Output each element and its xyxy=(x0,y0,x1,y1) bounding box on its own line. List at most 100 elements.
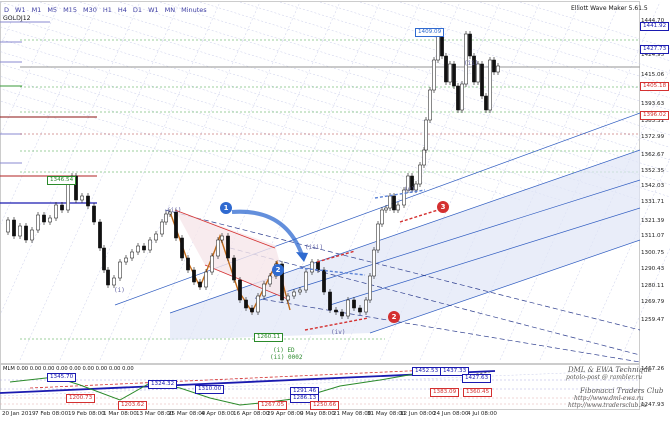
time-axis-label: 25 Mar 08:00 xyxy=(168,411,206,417)
price-axis-label: 1342.03 xyxy=(641,183,665,189)
time-axis-label: 13 Mar 08:00 xyxy=(136,411,174,417)
timeframe-button[interactable]: D xyxy=(4,6,10,14)
candle-body xyxy=(106,269,110,286)
candle-body xyxy=(436,35,440,61)
candle-body xyxy=(392,195,396,211)
timeframe-button[interactable]: H1 xyxy=(102,6,112,14)
timeframe-button[interactable]: W1 xyxy=(15,6,26,14)
candle-body xyxy=(130,251,134,259)
price-axis-label: 1383.31 xyxy=(641,118,665,124)
price-axis-label: 1444.70 xyxy=(641,18,665,24)
marker-2-blue: 2 xyxy=(272,264,284,276)
price-axis-label: 1290.43 xyxy=(641,266,665,272)
candle-body xyxy=(402,189,406,206)
time-axis-label: 31 May 08:00 xyxy=(367,411,406,417)
candle-body xyxy=(92,205,96,223)
time-axis-label: 19 Feb 08:00 xyxy=(68,411,105,417)
candle-body xyxy=(492,59,496,73)
candle-body xyxy=(340,311,344,317)
candle-body xyxy=(418,164,422,185)
candle-body xyxy=(24,225,28,241)
timeframe-button[interactable]: D1 xyxy=(132,6,143,14)
candle-body xyxy=(428,89,432,121)
timeframe-button[interactable]: W1 xyxy=(148,6,159,14)
candle-body xyxy=(12,219,16,237)
wave-label: (i) xyxy=(114,287,125,294)
price-box: 1405.18 xyxy=(640,82,670,91)
candle-body xyxy=(322,269,326,293)
sub-price-box: 1286.13 xyxy=(290,394,320,403)
signature-line: potolo-post @ rambler.ru xyxy=(566,374,643,381)
sub-price-box: 1310.00 xyxy=(195,385,225,394)
sub-price-box: 1345.70 xyxy=(47,373,77,382)
sub-axis-top: 1467.26 xyxy=(641,366,665,372)
wave-label: (ii) xyxy=(167,207,182,214)
candle-body xyxy=(456,85,460,111)
candle-body xyxy=(384,207,388,211)
time-axis-label: 21 May 08:00 xyxy=(333,411,372,417)
sub-price-box: 1267.05 xyxy=(258,401,288,410)
candle-body xyxy=(452,63,456,87)
candle-body xyxy=(476,63,480,83)
price-box: 1396.02 xyxy=(640,111,670,120)
price-axis-label: 1321.39 xyxy=(641,218,665,224)
timeframe-button[interactable]: M5 xyxy=(47,6,58,14)
marker-1: 1 xyxy=(220,202,232,214)
wave-label: (ii) xyxy=(464,60,479,67)
candle-body xyxy=(460,83,464,111)
price-axis-label: 1300.75 xyxy=(641,250,665,256)
candle-body xyxy=(280,263,284,301)
price-axis-label: 1415.06 xyxy=(641,72,665,78)
candle-body xyxy=(496,65,500,73)
timeframe-button[interactable]: M1 xyxy=(31,6,42,14)
time-axis-label: 24 Jun 08:00 xyxy=(433,411,469,417)
candle-body xyxy=(410,175,414,191)
price-box: 1409.09 xyxy=(415,28,445,37)
candle-body xyxy=(180,237,184,259)
candle-body xyxy=(480,63,484,97)
candle-body xyxy=(226,235,230,259)
candle-body xyxy=(102,247,106,271)
candle-body xyxy=(48,217,52,223)
candle-body xyxy=(168,211,172,215)
candle-body xyxy=(422,149,426,166)
timeframe-button[interactable]: M30 xyxy=(82,6,97,14)
candle-body xyxy=(154,233,158,241)
symbol-label: GOLDJ12 xyxy=(3,15,31,22)
target-segments xyxy=(304,209,439,331)
sub-price-box: 1200.73 xyxy=(66,394,96,403)
candle-body xyxy=(86,195,90,207)
timeframe-button[interactable]: Minutes xyxy=(181,6,207,14)
sub-price-box: 1452.53 xyxy=(412,367,442,376)
wave-label: (v) xyxy=(404,186,415,193)
price-axis-label: 1362.67 xyxy=(641,152,665,158)
price-box: 1346.54 xyxy=(47,176,77,185)
candle-body xyxy=(488,59,492,111)
price-axis-label: 1259.47 xyxy=(641,317,665,323)
time-axis-label: 20 Jan 2019 xyxy=(2,411,36,417)
price-box: 1427.73 xyxy=(640,45,670,54)
candle-body xyxy=(164,213,168,223)
wave-label: (iii) xyxy=(305,244,324,251)
candle-body xyxy=(468,33,472,57)
candle-body xyxy=(292,291,296,297)
candle-body xyxy=(30,229,34,241)
marker-3: 3 xyxy=(437,201,449,213)
indicator-title: Elliott Wave Maker 5.61.5 xyxy=(571,5,648,12)
wave-label: (ii) 0002 xyxy=(270,354,303,361)
candle-body xyxy=(440,35,444,57)
time-axis-label: 7 Feb 08:00 xyxy=(35,411,69,417)
forecast-arrow xyxy=(231,209,304,256)
candle-body xyxy=(250,307,254,313)
bear-zone xyxy=(175,210,290,300)
price-axis-label: 1311.07 xyxy=(641,233,665,239)
candle-body xyxy=(238,279,242,301)
timeframe-button[interactable]: MN xyxy=(164,6,176,14)
candle-body xyxy=(380,209,384,225)
candle-body xyxy=(298,289,302,293)
candle-body xyxy=(216,239,220,257)
timeframe-button[interactable]: M15 xyxy=(63,6,77,14)
sub-price-box: 1427.63 xyxy=(462,374,492,383)
timeframe-button[interactable]: H4 xyxy=(117,6,127,14)
